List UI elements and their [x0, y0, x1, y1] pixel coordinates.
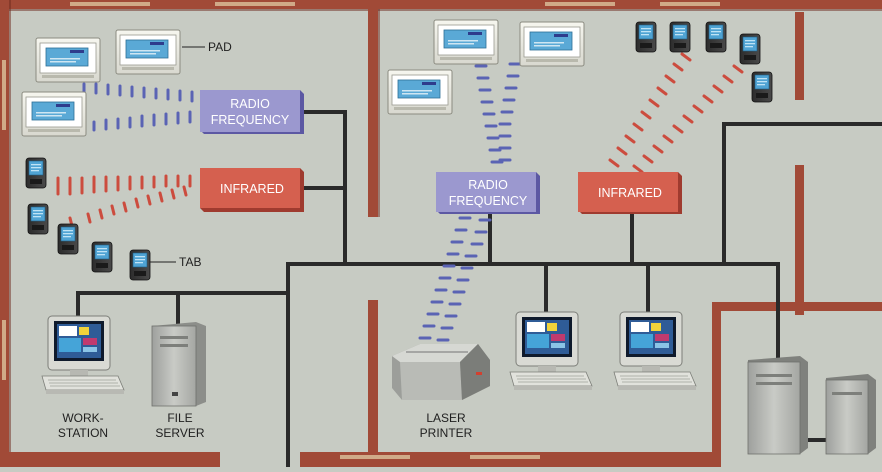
rf-center-line2: FREQUENCY — [449, 194, 528, 208]
infrared-waves-center — [608, 52, 744, 174]
radio-frequency-box-center: RADIO FREQUENCY — [436, 172, 540, 214]
radio-waves-left — [82, 82, 194, 132]
radio-frequency-box-left: RADIO FREQUENCY — [200, 90, 304, 134]
infrared-box-center: INFRARED — [578, 172, 682, 214]
laser-printer-icon — [392, 344, 490, 400]
server-icon — [747, 356, 876, 455]
pad-callout: PAD — [182, 40, 232, 54]
rf-center-line1: RADIO — [468, 178, 508, 192]
rf-left-line1: RADIO — [230, 97, 270, 111]
tab-label: TAB — [179, 255, 201, 269]
rf-left-line2: FREQUENCY — [211, 113, 290, 127]
fileserver-label-line2: SERVER — [155, 426, 204, 440]
radio-waves-center — [418, 62, 522, 342]
infrared-waves-left — [56, 174, 192, 228]
infrared-box-left: INFRARED — [200, 168, 304, 212]
workstation-label-line2: STATION — [58, 426, 108, 440]
printer-label-line1: LASER — [426, 411, 466, 425]
ir-left-label: INFRARED — [220, 182, 284, 196]
fileserver-label-line1: FILE — [167, 411, 192, 425]
workstation-label-line1: WORK- — [62, 411, 103, 425]
ir-center-label: INFRARED — [598, 186, 662, 200]
tab-callout: TAB — [150, 255, 201, 269]
pad-label: PAD — [208, 40, 232, 54]
printer-label-line2: PRINTER — [420, 426, 473, 440]
file-server-icon — [151, 322, 206, 407]
network-cables — [76, 110, 882, 469]
